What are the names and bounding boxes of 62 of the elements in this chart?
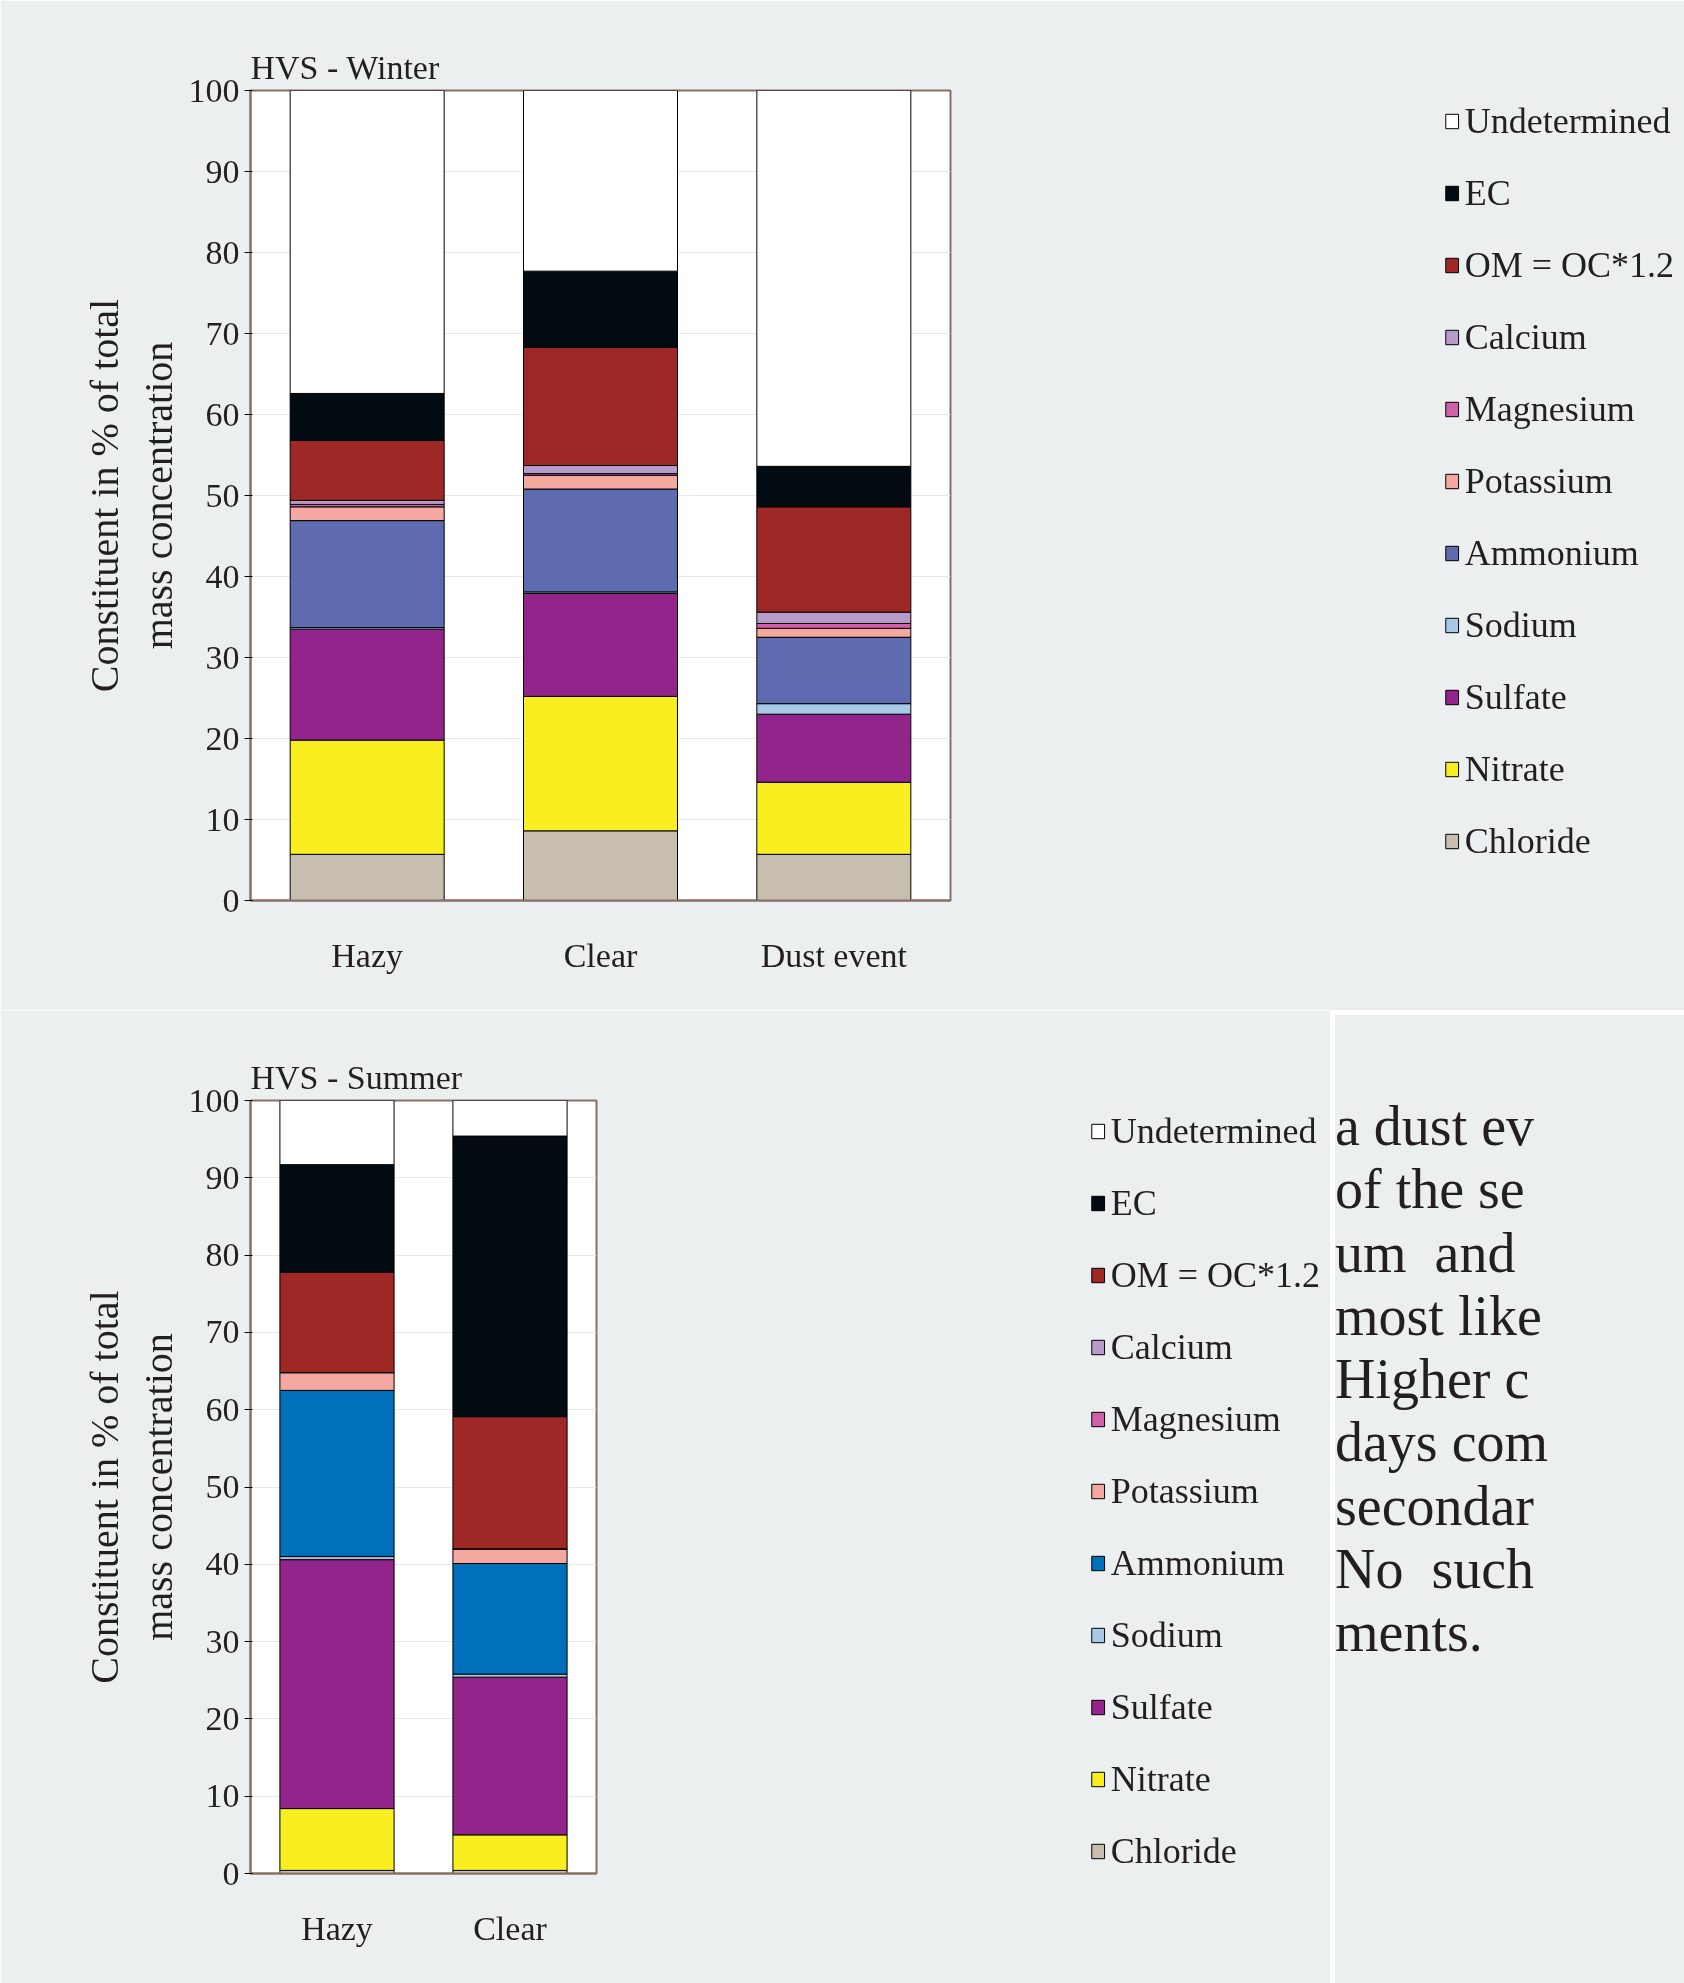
legend-label: Sodium bbox=[1110, 1614, 1223, 1656]
text: secondar bbox=[1335, 1474, 1535, 1538]
y-tick-label: 100 bbox=[188, 1081, 240, 1119]
text: ments. bbox=[1335, 1601, 1484, 1665]
y-tick-label: 80 bbox=[205, 1236, 240, 1274]
legend-label: Sulfate bbox=[1464, 676, 1567, 718]
x-tick-label: Dust event bbox=[760, 936, 908, 974]
y-tick-label: 40 bbox=[205, 557, 240, 595]
legend-label: Chloride bbox=[1464, 820, 1591, 862]
legend-label: EC bbox=[1110, 1182, 1157, 1224]
legend-label: Sodium bbox=[1464, 604, 1577, 646]
chart-title: HVS - Winter bbox=[250, 48, 440, 86]
text: most like bbox=[1335, 1284, 1543, 1349]
legend-label: Chloride bbox=[1110, 1830, 1237, 1872]
y-tick-label: 10 bbox=[205, 1777, 240, 1815]
y-tick-label: 50 bbox=[205, 476, 240, 514]
y-tick-label: 10 bbox=[205, 800, 240, 838]
x-tick-label: Clear bbox=[473, 1909, 548, 1947]
legend-label: Calcium bbox=[1110, 1326, 1233, 1368]
legend-label: EC bbox=[1464, 172, 1511, 214]
text: a dust ev bbox=[1335, 1095, 1536, 1159]
y-tick-label: 30 bbox=[205, 1622, 240, 1660]
legend-label: Ammonium bbox=[1464, 532, 1639, 574]
x-tick-label: Hazy bbox=[331, 936, 404, 974]
legend-label: Sulfate bbox=[1110, 1686, 1213, 1728]
y-tick-label: 30 bbox=[205, 638, 240, 676]
text: um and bbox=[1335, 1221, 1517, 1285]
y-axis-title: Constituent in % of total mass concentration bbox=[81, 298, 181, 693]
legend-label: Ammonium bbox=[1110, 1542, 1285, 1584]
y-tick-label: 0 bbox=[222, 881, 240, 919]
legend-label: Magnesium bbox=[1464, 388, 1635, 430]
x-tick-label: Clear bbox=[563, 936, 638, 974]
legend-label: Calcium bbox=[1464, 316, 1587, 358]
y-tick-label: 20 bbox=[205, 719, 240, 757]
y-tick-label: 60 bbox=[205, 1390, 240, 1428]
y-tick-label: 60 bbox=[205, 395, 240, 433]
y-tick-label: 50 bbox=[205, 1468, 240, 1505]
legend-label: Potassium bbox=[1464, 460, 1613, 502]
legend-label: Undetermined bbox=[1110, 1110, 1317, 1152]
y-tick-label: 90 bbox=[205, 1158, 240, 1196]
text: Higher c bbox=[1335, 1348, 1531, 1412]
text: No such bbox=[1335, 1537, 1536, 1602]
y-tick-label: 40 bbox=[205, 1545, 240, 1583]
y-tick-label: 80 bbox=[205, 233, 240, 271]
legend-label: Nitrate bbox=[1110, 1758, 1211, 1800]
legend-label: Magnesium bbox=[1110, 1398, 1281, 1440]
legend-label: Undetermined bbox=[1464, 100, 1671, 142]
legend-label: OM = OC*1.2 bbox=[1464, 244, 1674, 286]
y-tick-label: 70 bbox=[205, 314, 240, 352]
chart-title: HVS - Summer bbox=[250, 1058, 463, 1096]
text: of the se bbox=[1335, 1158, 1526, 1222]
legend-label: OM = OC*1.2 bbox=[1110, 1254, 1320, 1296]
legend-label: Potassium bbox=[1110, 1470, 1259, 1512]
x-tick-label: Hazy bbox=[301, 1909, 373, 1947]
y-tick-label: 90 bbox=[205, 152, 240, 190]
legend-label: Nitrate bbox=[1464, 748, 1565, 790]
y-tick-label: 0 bbox=[222, 1854, 240, 1892]
text: days com bbox=[1335, 1411, 1549, 1475]
y-tick-label: 20 bbox=[205, 1699, 240, 1737]
y-tick-label: 100 bbox=[188, 71, 240, 109]
y-tick-label: 70 bbox=[205, 1313, 240, 1351]
y-axis-title: Constituent in % of total mass concentration bbox=[81, 1290, 181, 1684]
